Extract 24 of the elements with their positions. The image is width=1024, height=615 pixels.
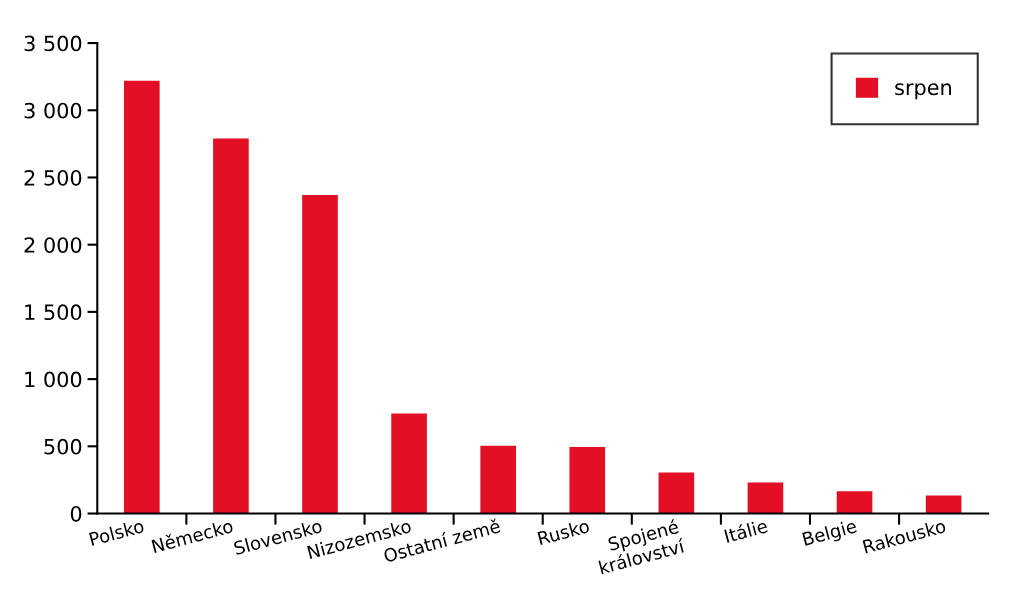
bar [925,495,962,514]
y-tick-label: 3 500 [24,35,82,52]
y-tick-label: 2 500 [24,169,82,186]
x-tick-label: Německo [151,517,234,554]
y-tick-label: 0 [70,505,82,522]
x-tick-label: Belgie [802,518,859,550]
bar [836,491,873,514]
bar [213,138,249,514]
bar [658,472,695,514]
legend-label: srpen [895,83,951,100]
x-tick-label: Itálie [723,517,769,543]
x-tick-label: Rusko [537,518,590,546]
bar [480,445,516,514]
y-tick-label: 1 500 [25,304,82,321]
y-tick-label: 3 000 [24,102,82,119]
bar [747,482,784,514]
x-tick-label: Polsko [88,518,145,547]
y-tick-label: 500 [44,438,82,455]
y-tick-label: 1 000 [25,371,82,388]
bar [124,80,160,514]
y-tick-label: 2 000 [24,237,82,253]
bar [569,446,606,514]
bar [391,413,427,514]
bar [302,194,338,514]
